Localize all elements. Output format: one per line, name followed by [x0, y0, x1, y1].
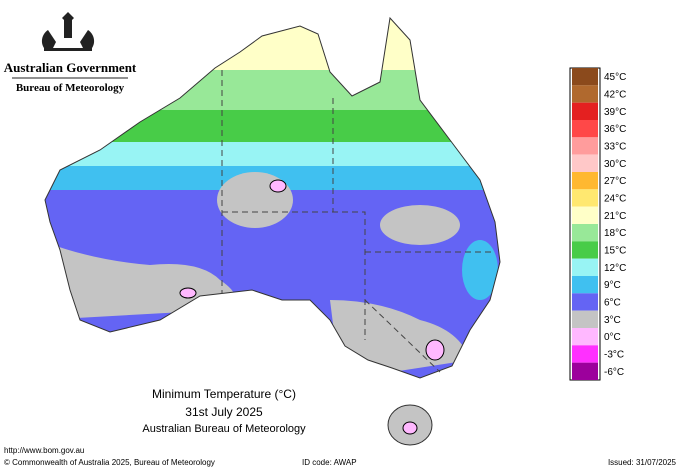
legend-swatch — [572, 345, 598, 363]
legend-swatch — [572, 293, 598, 311]
legend-swatch — [572, 224, 598, 242]
legend-label: 21°C — [604, 211, 626, 222]
government: Australian Government — [4, 60, 137, 75]
legend-label: 6°C — [604, 298, 621, 309]
legend-label: 18°C — [604, 228, 626, 239]
legend-swatch — [572, 241, 598, 259]
issued: Issued: 31/07/2025 — [608, 458, 677, 467]
legend-label: 30°C — [604, 159, 626, 170]
id-code: ID code: AWAP — [302, 458, 357, 467]
legend-swatch — [572, 206, 598, 224]
legend-label: 12°C — [604, 263, 626, 274]
legend-swatch — [572, 362, 598, 380]
map-date: 31st July 2025 — [185, 405, 263, 419]
legend-swatch — [572, 276, 598, 294]
legend-label: 45°C — [604, 72, 626, 83]
legend-label: 27°C — [604, 176, 626, 187]
tasmania-cold — [402, 421, 418, 435]
legend-label: 24°C — [604, 194, 626, 205]
legend-swatch — [572, 172, 598, 190]
legend-swatch — [572, 85, 598, 103]
legend-label: 15°C — [604, 246, 626, 257]
legend: 45°C 42°C 39°C 36°C 33°C 30°C 27°C 24°C 21°C 18°C… — [569, 67, 626, 381]
url: http://www.bom.gov.au — [4, 446, 84, 455]
legend-label: 9°C — [604, 280, 621, 291]
legend-swatch — [572, 137, 598, 155]
legend-swatch — [572, 120, 598, 138]
legend-label: 33°C — [604, 142, 626, 153]
legend-label: -6°C — [604, 367, 624, 378]
state-borders — [221, 70, 495, 373]
legend-swatch — [572, 154, 598, 172]
crest — [41, 12, 95, 51]
legend-swatch — [572, 68, 598, 86]
legend-swatch — [572, 102, 598, 120]
map-title: Minimum Temperature (°C) — [152, 387, 296, 401]
legend-label: 3°C — [604, 315, 621, 326]
legend-label: -3°C — [604, 350, 624, 361]
legend-label: 42°C — [604, 90, 626, 101]
legend-swatch — [572, 258, 598, 276]
bureau: Bureau of Meteorology — [16, 82, 125, 94]
legend-swatch — [572, 189, 598, 207]
copyright: © Commonwealth of Australia 2025, Bureau… — [4, 458, 215, 467]
map-source: Australian Bureau of Meteorology — [142, 423, 306, 435]
coastline — [44, 16, 501, 379]
legend-swatch — [572, 310, 598, 328]
legend-swatch — [572, 328, 598, 346]
legend-label: 39°C — [604, 107, 626, 118]
legend-label: 0°C — [604, 332, 621, 343]
legend-label: 36°C — [604, 124, 626, 135]
